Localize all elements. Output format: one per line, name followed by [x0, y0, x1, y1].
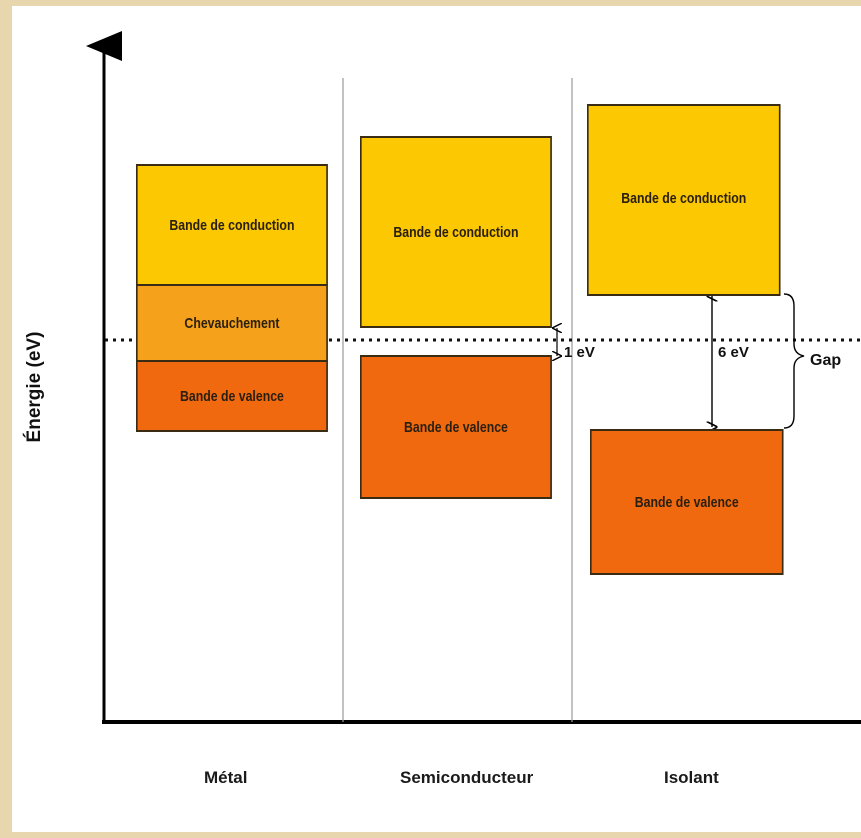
- gap-brace: [783, 293, 805, 429]
- insulator-conduction-band-label: Bande de conduction: [621, 190, 747, 207]
- semiconductor-valence-band-label: Bande de valence: [403, 418, 508, 436]
- diagram-lines: [86, 31, 861, 724]
- band-diagram: Énergie (eV) Bande de conduction Chevauc…: [12, 6, 861, 832]
- metal-overlap-band: Chevauchement: [136, 284, 328, 362]
- semiconductor-gap-label: 1 eV: [564, 344, 595, 361]
- insulator-gap-label: 6 eV: [718, 344, 749, 361]
- metal-valence-band-label: Bande de valence: [179, 387, 284, 405]
- metal-overlap-band-label: Chevauchement: [184, 314, 280, 332]
- column-label-metal: Métal: [204, 768, 248, 787]
- metal-valence-band: Bande de valence: [136, 360, 328, 432]
- semiconductor-valence-band: Bande de valence: [360, 355, 552, 499]
- semiconductor-conduction-band: Bande de conduction: [360, 136, 552, 328]
- metal-conduction-band: Bande de conduction: [136, 164, 328, 286]
- semiconductor-conduction-band-label: Bande de conduction: [393, 223, 519, 241]
- insulator-valence-band: Bande de valence: [590, 429, 784, 575]
- insulator-valence-band-label: Bande de valence: [634, 493, 739, 511]
- y-axis-label: Énergie (eV): [24, 331, 45, 443]
- column-label-semiconductor: Semiconducteur: [400, 768, 534, 787]
- insulator-conduction-band: Bande de conduction: [587, 104, 781, 296]
- gap-brace-label: Gap: [810, 352, 842, 369]
- metal-conduction-band-label: Bande de conduction: [169, 216, 295, 234]
- column-label-insulator: Isolant: [664, 768, 719, 787]
